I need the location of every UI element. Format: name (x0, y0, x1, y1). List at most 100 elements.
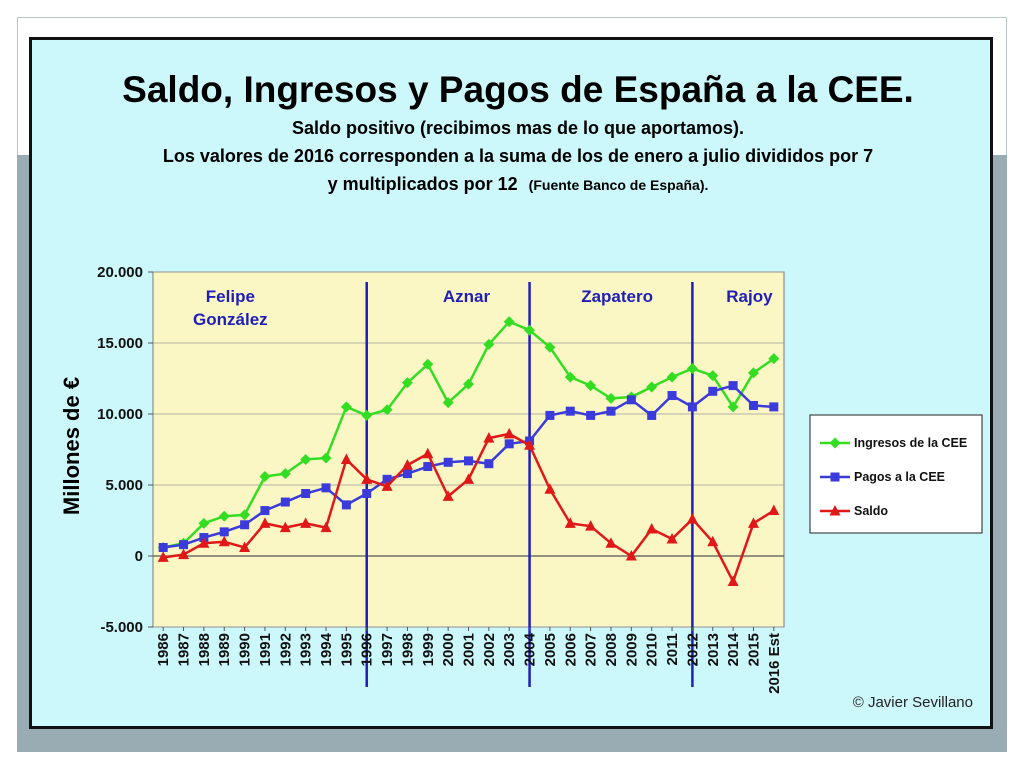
data-point (320, 521, 332, 533)
data-point (158, 542, 168, 552)
data-point (544, 483, 556, 494)
data-point (300, 453, 312, 465)
data-point (279, 468, 291, 480)
subtitle-line-3-source: (Fuente Banco de España). (529, 177, 709, 193)
x-tick-label: 2016 Est (766, 633, 783, 694)
data-point (829, 505, 841, 516)
x-tick-label: 1992 (277, 633, 294, 666)
chart-subtitle-line-2: Los valores de 2016 corresponden a la su… (163, 146, 873, 166)
data-point (464, 456, 473, 466)
y-axis-label: Millones de € (59, 377, 84, 515)
legend: Ingresos de la CEE Pagos a la CEE Saldo (809, 414, 983, 534)
x-tick-label: 1989 (216, 633, 233, 666)
period-label: González (193, 310, 268, 329)
x-tick-label: 2007 (583, 633, 600, 666)
data-point (443, 457, 453, 467)
data-point (564, 371, 576, 383)
data-point (707, 370, 719, 382)
data-point (585, 520, 597, 531)
x-tick-label: 2005 (542, 633, 559, 666)
y-tick-label: -5.000 (100, 619, 143, 636)
chart-svg: Saldo, Ingresos y Pagos de España a la C… (59, 69, 983, 711)
x-tick-label: 1991 (257, 633, 274, 666)
data-point (748, 400, 758, 410)
grid-lines (148, 271, 784, 628)
data-point (381, 404, 393, 416)
data-point (422, 358, 434, 370)
x-tick-label: 1988 (196, 633, 213, 666)
legend-entries: Ingresos de la CEE Pagos a la CEE Saldo (820, 436, 967, 518)
x-tick-label: 2012 (684, 633, 701, 666)
x-tick-label: 2014 (725, 632, 742, 666)
legend-label: Saldo (854, 504, 888, 518)
x-tick-labels: 1986 1987 1988 1989 1990 1991 1992 1993 1994 1995… (155, 627, 783, 694)
data-point (401, 459, 413, 470)
x-tick-label: 2015 (745, 633, 762, 666)
data-point (422, 447, 434, 459)
data-point (666, 371, 678, 383)
data-point (504, 439, 514, 449)
data-point (361, 409, 373, 421)
series-group (157, 427, 780, 587)
data-point (647, 410, 657, 420)
data-point (442, 397, 454, 409)
x-tick-label: 2003 (501, 633, 518, 666)
data-point (606, 406, 616, 416)
series-group (157, 316, 780, 553)
x-tick-label: 1994 (318, 632, 335, 666)
subtitle-line-3-main: y multiplicados por 12 (328, 174, 518, 194)
chart-subtitle-line-3: y multiplicados por 12 (Fuente Banco de … (328, 174, 709, 194)
legend-label: Ingresos de la CEE (854, 436, 967, 450)
data-point (259, 470, 271, 482)
data-point (401, 377, 413, 389)
data-point (382, 474, 392, 484)
period-label: Zapatero (581, 287, 653, 306)
x-tick-label: 2013 (705, 633, 722, 666)
data-point (402, 469, 412, 479)
x-tick-label: 2009 (623, 633, 640, 666)
data-point (320, 452, 332, 464)
y-tick-label: 10.000 (97, 406, 143, 423)
period-label: Felipe (206, 287, 255, 306)
data-point (646, 381, 658, 393)
data-point (280, 497, 290, 507)
data-point (321, 483, 331, 493)
data-point (686, 513, 698, 524)
data-point (544, 341, 556, 353)
data-point (340, 401, 352, 413)
data-point (442, 490, 454, 501)
data-point (545, 410, 555, 420)
y-tick-label: 0 (135, 548, 143, 565)
data-point (728, 381, 738, 391)
data-point (605, 537, 617, 548)
data-point (239, 509, 251, 521)
data-point (463, 378, 474, 390)
data-point (626, 395, 636, 405)
data-point (218, 510, 230, 522)
data-point (361, 473, 373, 484)
x-tick-label: 1993 (298, 633, 315, 666)
data-point (565, 406, 575, 416)
data-point (484, 459, 494, 469)
data-point (707, 535, 719, 547)
period-label: Rajoy (726, 287, 773, 306)
data-point (605, 392, 617, 404)
data-point (381, 480, 393, 491)
x-tick-label: 2010 (644, 633, 661, 666)
data-point (830, 472, 840, 482)
data-point (279, 521, 291, 533)
data-point (340, 453, 352, 464)
data-point (829, 437, 841, 449)
data-point (646, 523, 658, 534)
x-tick-label: 1990 (237, 633, 254, 666)
data-point (157, 551, 169, 562)
data-point (667, 391, 677, 401)
chart-subtitle-line-1: Saldo positivo (recibimos mas de lo que … (292, 118, 744, 138)
x-tick-label: 1986 (155, 633, 172, 666)
x-tick-label: 1998 (399, 633, 416, 666)
data-point (503, 427, 515, 439)
x-tick-label: 1997 (379, 633, 396, 666)
data-point (524, 324, 536, 336)
x-tick-label: 2000 (440, 633, 457, 666)
data-point (727, 575, 739, 587)
